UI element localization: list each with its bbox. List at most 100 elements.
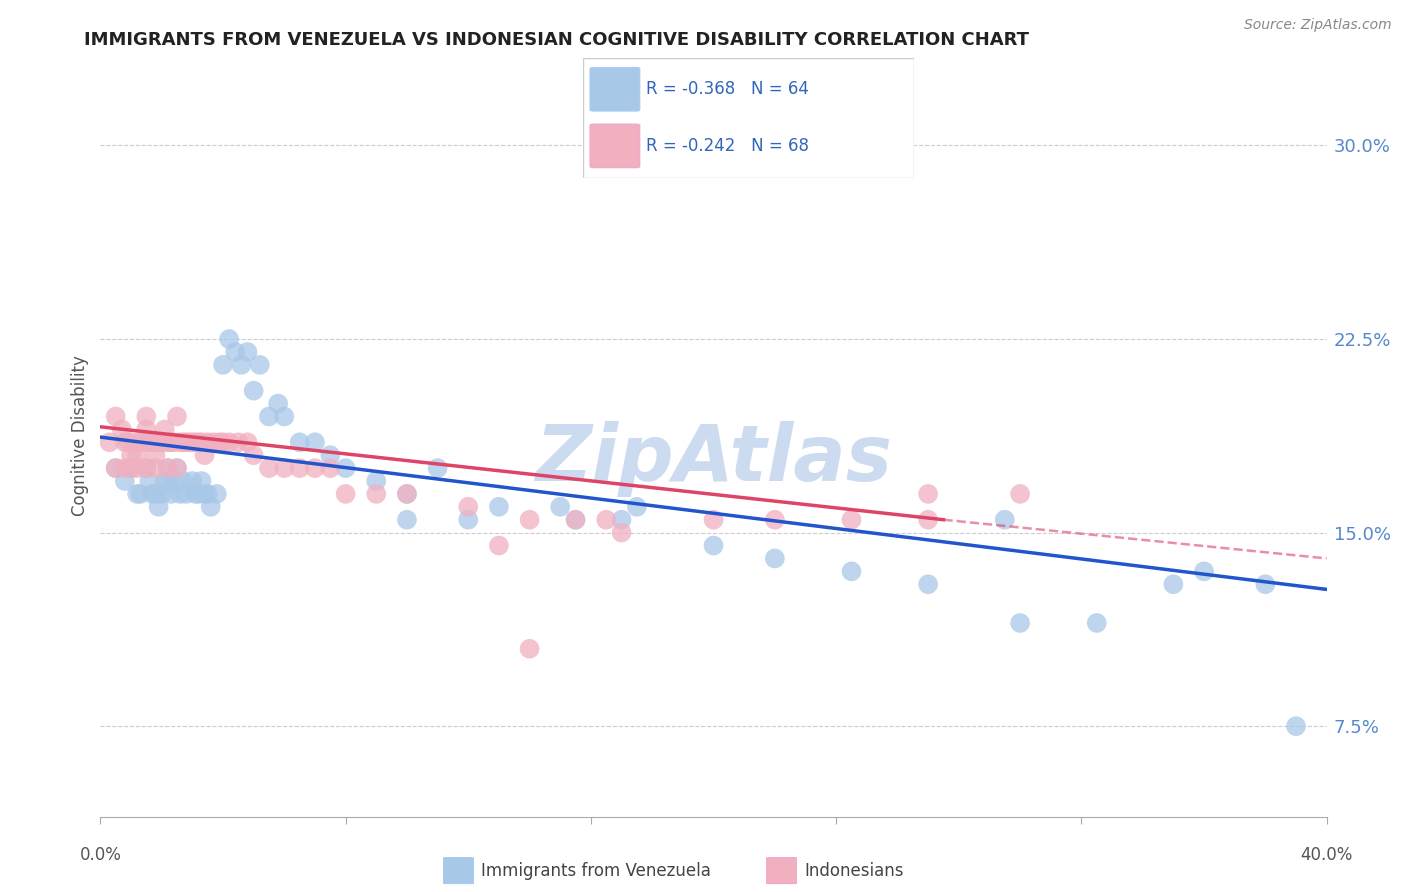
Point: [335, 461, 357, 475]
Point: [1192, 565, 1215, 579]
Point: [166, 409, 188, 424]
Text: 0.0%: 0.0%: [79, 846, 121, 863]
Point: [187, 487, 209, 501]
Point: [194, 487, 217, 501]
Text: Indonesians: Indonesians: [804, 862, 904, 880]
Point: [156, 461, 179, 475]
Point: [148, 435, 170, 450]
Point: [202, 435, 225, 450]
Point: [457, 513, 479, 527]
Point: [242, 448, 264, 462]
Point: [1010, 615, 1032, 630]
Point: [257, 409, 280, 424]
Point: [205, 487, 228, 501]
Point: [1254, 577, 1277, 591]
FancyBboxPatch shape: [443, 858, 474, 883]
Point: [135, 409, 157, 424]
Point: [111, 422, 134, 436]
Point: [610, 525, 633, 540]
Point: [395, 487, 418, 501]
Point: [181, 474, 204, 488]
Point: [564, 513, 586, 527]
Point: [145, 448, 167, 462]
Point: [135, 461, 157, 475]
Point: [218, 332, 240, 346]
Point: [841, 565, 863, 579]
Text: IMMIGRANTS FROM VENEZUELA VS INDONESIAN COGNITIVE DISABILITY CORRELATION CHART: IMMIGRANTS FROM VENEZUELA VS INDONESIAN …: [84, 31, 1029, 49]
Point: [153, 422, 176, 436]
Point: [994, 513, 1017, 527]
Point: [145, 487, 167, 501]
Text: R = -0.242   N = 68: R = -0.242 N = 68: [647, 136, 810, 155]
Point: [122, 435, 145, 450]
Point: [156, 461, 179, 475]
Point: [114, 474, 136, 488]
Point: [273, 461, 295, 475]
Text: Source: ZipAtlas.com: Source: ZipAtlas.com: [1244, 18, 1392, 32]
Point: [519, 513, 541, 527]
Point: [457, 500, 479, 514]
Point: [366, 474, 388, 488]
Point: [763, 551, 786, 566]
Point: [127, 461, 149, 475]
Point: [127, 448, 149, 462]
Point: [335, 487, 357, 501]
Point: [169, 435, 191, 450]
Point: [160, 487, 183, 501]
Point: [153, 474, 176, 488]
Point: [231, 358, 253, 372]
Point: [224, 345, 246, 359]
Point: [104, 461, 127, 475]
Point: [181, 435, 204, 450]
Y-axis label: Cognitive Disability: Cognitive Disability: [72, 355, 89, 516]
Point: [132, 435, 155, 450]
Point: [242, 384, 264, 398]
Point: [179, 435, 201, 450]
Text: 40.0%: 40.0%: [1301, 846, 1353, 863]
Point: [114, 461, 136, 475]
Point: [150, 487, 173, 501]
Point: [120, 461, 142, 475]
Point: [236, 435, 259, 450]
Point: [841, 513, 863, 527]
Point: [212, 358, 235, 372]
Point: [1010, 487, 1032, 501]
Point: [200, 500, 222, 514]
Point: [163, 474, 186, 488]
Point: [267, 396, 290, 410]
Text: Immigrants from Venezuela: Immigrants from Venezuela: [481, 862, 710, 880]
Point: [129, 487, 152, 501]
Point: [519, 641, 541, 656]
Point: [197, 487, 219, 501]
Point: [610, 513, 633, 527]
Point: [150, 435, 173, 450]
Point: [1085, 615, 1108, 630]
Point: [187, 435, 209, 450]
Point: [626, 500, 648, 514]
Point: [702, 539, 724, 553]
Point: [1285, 719, 1308, 733]
Point: [166, 461, 188, 475]
Point: [917, 513, 939, 527]
Point: [174, 435, 197, 450]
Point: [488, 539, 510, 553]
Point: [117, 435, 139, 450]
Point: [257, 461, 280, 475]
Point: [184, 435, 207, 450]
Point: [120, 448, 142, 462]
Point: [304, 461, 326, 475]
Point: [236, 345, 259, 359]
Point: [273, 409, 295, 424]
Point: [145, 461, 167, 475]
Point: [104, 461, 127, 475]
Text: ZipAtlas: ZipAtlas: [536, 421, 891, 497]
Point: [120, 461, 142, 475]
Point: [138, 435, 160, 450]
Point: [127, 487, 149, 501]
Point: [172, 474, 194, 488]
Point: [395, 513, 418, 527]
Point: [135, 461, 157, 475]
Point: [98, 435, 121, 450]
Point: [148, 500, 170, 514]
Point: [114, 435, 136, 450]
